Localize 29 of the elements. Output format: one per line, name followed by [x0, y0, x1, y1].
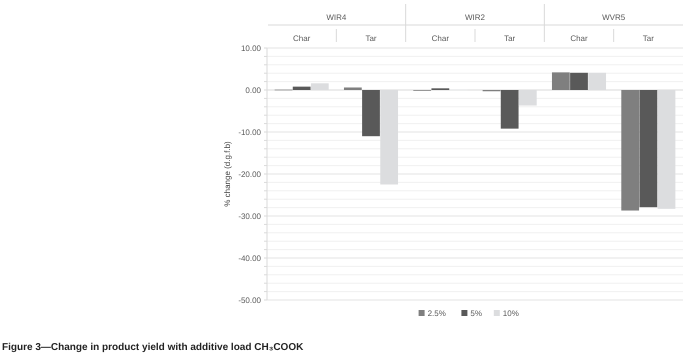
- legend-label: 2.5%: [428, 309, 446, 318]
- y-tick-label: 10.00: [240, 44, 262, 53]
- bar: [639, 90, 658, 208]
- x-tick-label: Tar: [642, 34, 654, 43]
- x-tick-label: Char: [292, 34, 311, 43]
- y-tick-label: -40.00: [238, 254, 262, 263]
- x-tick-label: Char: [570, 34, 588, 43]
- bar: [500, 90, 519, 129]
- x-tick-label: Char: [432, 34, 450, 43]
- bar: [344, 87, 362, 90]
- x-tick-label: Tar: [504, 34, 516, 43]
- bar: [362, 90, 380, 136]
- y-tick-label: -30.00: [238, 212, 262, 221]
- x-tick-label: Tar: [365, 34, 377, 43]
- bar: [292, 86, 311, 90]
- text: WIR2: [465, 13, 486, 22]
- bar: [570, 72, 588, 90]
- bar: [621, 90, 640, 211]
- y-tick-label: -20.00: [238, 170, 262, 179]
- legend-label: 10%: [502, 309, 519, 318]
- legend-label: 5%: [470, 309, 482, 318]
- y-tick-label: 0.00: [245, 86, 262, 95]
- text: Figure 3—Change in product yield with additive load CH₃COOK: [2, 342, 304, 353]
- bar: [552, 72, 570, 90]
- y-tick-label: -10.00: [238, 128, 262, 137]
- y-tick-label: -50.00: [238, 296, 262, 305]
- text: WIR4: [326, 13, 347, 22]
- text: WVR5: [602, 13, 626, 22]
- y-axis-title: % change (d.g.f.b): [223, 140, 232, 207]
